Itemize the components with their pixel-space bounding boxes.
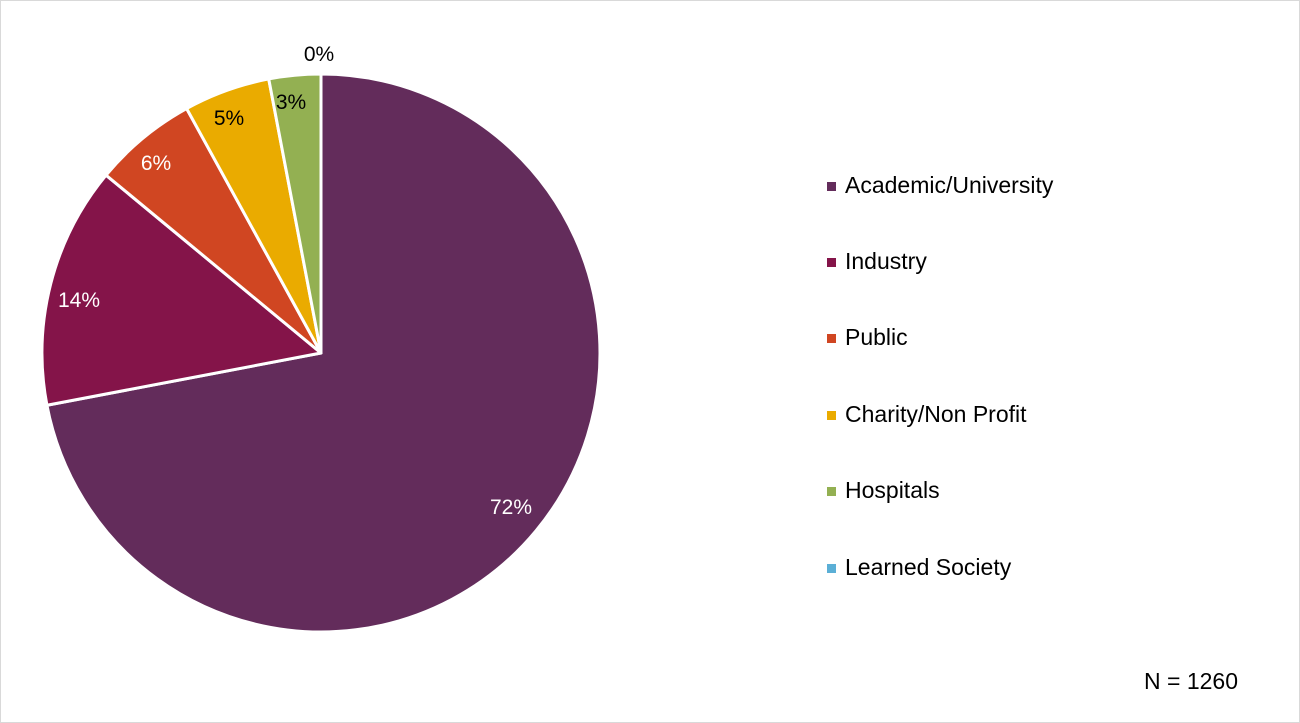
legend-item-hospitals: Hospitals <box>827 453 1053 529</box>
pie-slice-academic-university <box>45 72 602 634</box>
data-label: 5% <box>214 107 244 130</box>
legend-item-public: Public <box>827 300 1053 376</box>
legend-item-learned-society: Learned Society <box>827 529 1053 605</box>
legend-swatch-icon <box>827 487 836 497</box>
legend-item-industry: Industry <box>827 223 1053 299</box>
pie-slice-hospitals <box>267 72 323 355</box>
data-label: 0% <box>304 43 334 66</box>
legend-swatch-icon <box>827 563 836 573</box>
legend: Academic/University Industry Public Char… <box>827 147 1053 605</box>
legend-item-charity: Charity/Non Profit <box>827 376 1053 452</box>
legend-swatch-icon <box>827 181 836 191</box>
legend-swatch-icon <box>827 334 836 344</box>
data-label: 14% <box>58 289 100 312</box>
sample-size-label: N = 1260 <box>1144 668 1238 694</box>
legend-swatch-icon <box>827 410 836 420</box>
data-label: 72% <box>490 496 532 519</box>
legend-item-academic: Academic/University <box>827 147 1053 223</box>
data-label: 6% <box>141 152 171 175</box>
pie-slice-industry <box>40 173 323 407</box>
legend-swatch-icon <box>827 258 836 268</box>
data-label: 3% <box>276 91 306 114</box>
